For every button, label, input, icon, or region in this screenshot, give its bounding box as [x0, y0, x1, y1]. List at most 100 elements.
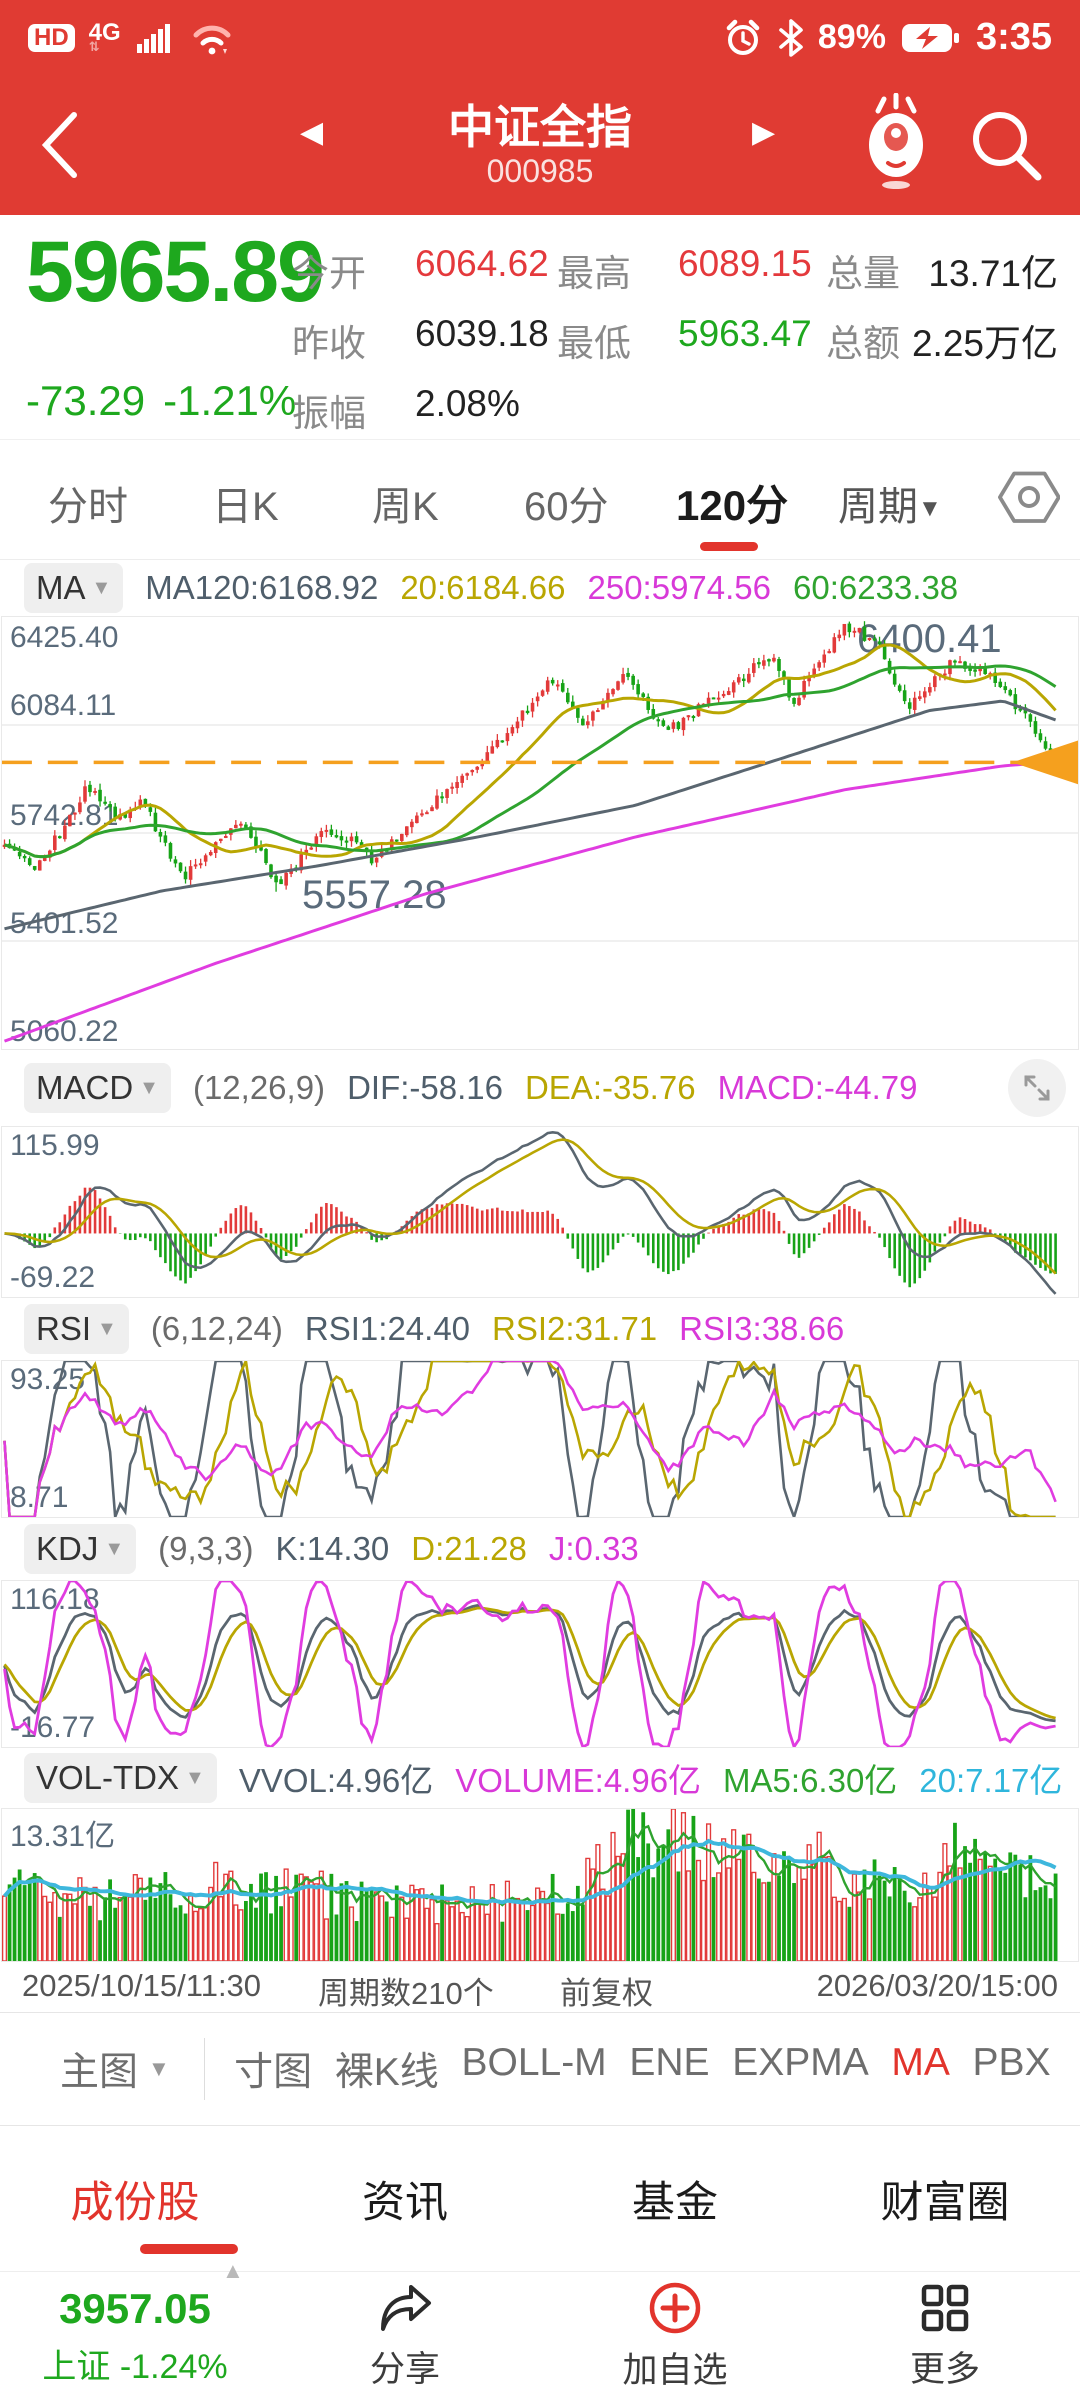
d-value: D:21.28 — [411, 1530, 527, 1567]
chart-toolbar: 主图 ▼ 寸图 裸K线 BOLL-M ENE EXPMA MA PBX — [0, 2012, 1080, 2126]
field-label: 昨收 — [292, 323, 366, 364]
field-label: 最高 — [557, 253, 631, 294]
kdj-chart[interactable]: 116.18 -16.77 — [1, 1580, 1079, 1748]
back-button[interactable] — [36, 109, 82, 186]
price-change: -73.29 -1.21% — [26, 377, 297, 424]
grid-label: 6425.40 — [10, 621, 119, 654]
axis-max: 93.25 — [10, 1363, 86, 1396]
vol-ma20-value: 20:7.17亿 — [919, 1762, 1063, 1799]
share-button[interactable]: 分享 — [270, 2272, 540, 2400]
k-value: K:14.30 — [275, 1530, 390, 1567]
more-button[interactable]: 更多 — [810, 2272, 1080, 2400]
tab-funds[interactable]: 基金 — [632, 2178, 718, 2227]
volume-chart[interactable]: 13.31亿 — [1, 1808, 1079, 1962]
toolbar-item[interactable]: BOLL-M — [461, 2041, 607, 2084]
last-price: 5965.89 — [26, 224, 325, 320]
field-value: 5963.47 — [678, 313, 812, 354]
tab-news[interactable]: 资讯 — [362, 2178, 448, 2227]
ma20-value: 20:6184.66 — [400, 569, 566, 606]
macd-chart[interactable]: 115.99 -69.22 — [1, 1126, 1079, 1298]
vol-ma5-value: MA5:6.30亿 — [723, 1762, 898, 1799]
toolbar-item-active[interactable]: MA — [891, 2041, 950, 2084]
field-label: 振幅 — [292, 393, 366, 434]
rsi-indicator-header: RSI ▼ (6,12,24) RSI1:24.40 RSI2:31.71 RSI… — [0, 1298, 1080, 1360]
rsi-chart[interactable]: 93.25 8.71 — [1, 1360, 1079, 1518]
rsi-lines — [2, 1361, 1078, 1517]
active-section-underline — [140, 2244, 238, 2254]
kdj-selector[interactable]: KDJ ▼ — [24, 1524, 137, 1574]
next-stock-arrow[interactable]: ▶ — [752, 116, 776, 149]
sh-index-value: 3957.05 — [59, 2284, 211, 2332]
pull-up-handle-icon[interactable]: ▲ — [222, 2258, 244, 2283]
macd-histogram — [2, 1127, 1078, 1297]
rsi-selector[interactable]: RSI ▼ — [24, 1304, 129, 1354]
tab-weekly[interactable]: 周K — [372, 485, 439, 529]
fullscreen-expand-icon[interactable] — [1008, 1059, 1066, 1117]
field-label: 今开 — [292, 253, 366, 294]
ma250-value: 250:5974.56 — [587, 569, 771, 606]
title-bar: ◀ 中证全指 000985 ▶ — [0, 75, 1080, 215]
tab-daily[interactable]: 日K — [212, 485, 279, 529]
signal-bars-icon — [136, 23, 170, 53]
page-title: 中证全指 — [448, 101, 632, 153]
tab-60min[interactable]: 60分 — [524, 485, 609, 529]
axis-period-count: 周期数210个 — [318, 1976, 494, 2011]
vol-indicator-header: VOL-TDX ▼ VVOL:4.96亿 VOLUME:4.96亿 MA5:6.3… — [0, 1748, 1080, 1808]
assistant-mascot-icon[interactable] — [850, 92, 942, 198]
toolbar-item[interactable]: ENE — [629, 2041, 710, 2084]
search-icon[interactable] — [962, 101, 1048, 192]
macd-params: (12,26,9) — [192, 1069, 326, 1106]
vvol-value: VVOL:4.96亿 — [238, 1762, 434, 1799]
add-watchlist-button[interactable]: 加自选 — [540, 2272, 810, 2400]
section-tab-bar: 成份股 资讯 基金 财富圈 — [0, 2126, 1080, 2272]
bluetooth-icon — [779, 18, 803, 57]
axis-max: 115.99 — [10, 1129, 100, 1162]
index-summary[interactable]: 3957.05 上证 -1.24% — [0, 2272, 270, 2400]
rsi-params: (6,12,24) — [150, 1310, 283, 1347]
macd-selector[interactable]: MACD ▼ — [24, 1063, 171, 1113]
hd-volte-icon: HD — [28, 23, 75, 52]
chart-settings-icon[interactable] — [998, 464, 1061, 535]
axis-start-date: 2025/10/15/11:30 — [22, 1968, 262, 2003]
stock-code: 000985 — [486, 153, 594, 189]
alarm-clock-icon — [726, 19, 760, 55]
candlestick-chart[interactable]: 6425.40 6084.11 5742.81 5401.52 5060.22 … — [1, 616, 1079, 1050]
toolbar-divider — [203, 2038, 205, 2100]
axis-min: -16.77 — [10, 1711, 96, 1744]
toolbar-item[interactable]: 裸K线 — [334, 2051, 439, 2094]
macd-value: MACD:-44.79 — [717, 1069, 918, 1106]
kdj-params: (9,3,3) — [158, 1530, 254, 1567]
dea-value: DEA:-35.76 — [524, 1069, 696, 1106]
tab-constituents[interactable]: 成份股 — [70, 2178, 200, 2227]
field-label: 最低 — [557, 323, 631, 364]
grid-more-icon — [921, 2284, 969, 2331]
toolbar-item[interactable]: EXPMA — [732, 2041, 869, 2084]
ma-selector[interactable]: MA ▼ — [24, 563, 124, 613]
ma120-value: MA120:6168.92 — [145, 569, 379, 606]
prev-stock-arrow[interactable]: ◀ — [300, 116, 324, 149]
main-chart-dropdown[interactable]: 主图 ▼ — [60, 2051, 170, 2094]
clock-time: 3:35 — [975, 16, 1052, 58]
quote-panel: 5965.89 -73.29 -1.21% 今开 6064.62 最高 6089.… — [0, 215, 1080, 440]
toolbar-item[interactable]: PBX — [972, 2041, 1051, 2084]
j-value: J:0.33 — [548, 1530, 639, 1567]
vol-selector[interactable]: VOL-TDX ▼ — [24, 1753, 217, 1803]
kdj-lines — [2, 1581, 1078, 1747]
field-value: 2.08% — [415, 383, 520, 424]
field-value: 6089.15 — [678, 243, 812, 284]
field-label: 总额 — [826, 323, 900, 364]
status-bar: HD 4G ⇅ 89% — [0, 0, 1080, 75]
axis-min: -69.22 — [10, 1261, 96, 1294]
tab-wealth[interactable]: 财富圈 — [880, 2178, 1010, 2227]
period-dropdown[interactable]: 周期▼ — [838, 485, 942, 529]
toolbar-item[interactable]: 寸图 — [234, 2051, 313, 2094]
rsi1-value: RSI1:24.40 — [304, 1310, 471, 1347]
period-tab-bar: 分时 日K 周K 60分 120分 周期▼ — [0, 440, 1080, 560]
tab-120min[interactable]: 120分 — [676, 482, 789, 529]
battery-percent: 89% — [817, 18, 886, 56]
tab-minute[interactable]: 分时 — [48, 485, 128, 529]
axis-max: 13.31亿 — [10, 1820, 116, 1853]
ma-indicator-header: MA ▼ MA120:6168.92 20:6184.66 250:5974.56… — [0, 560, 1080, 616]
high-price-annotation: 6400.41 — [857, 617, 1002, 661]
